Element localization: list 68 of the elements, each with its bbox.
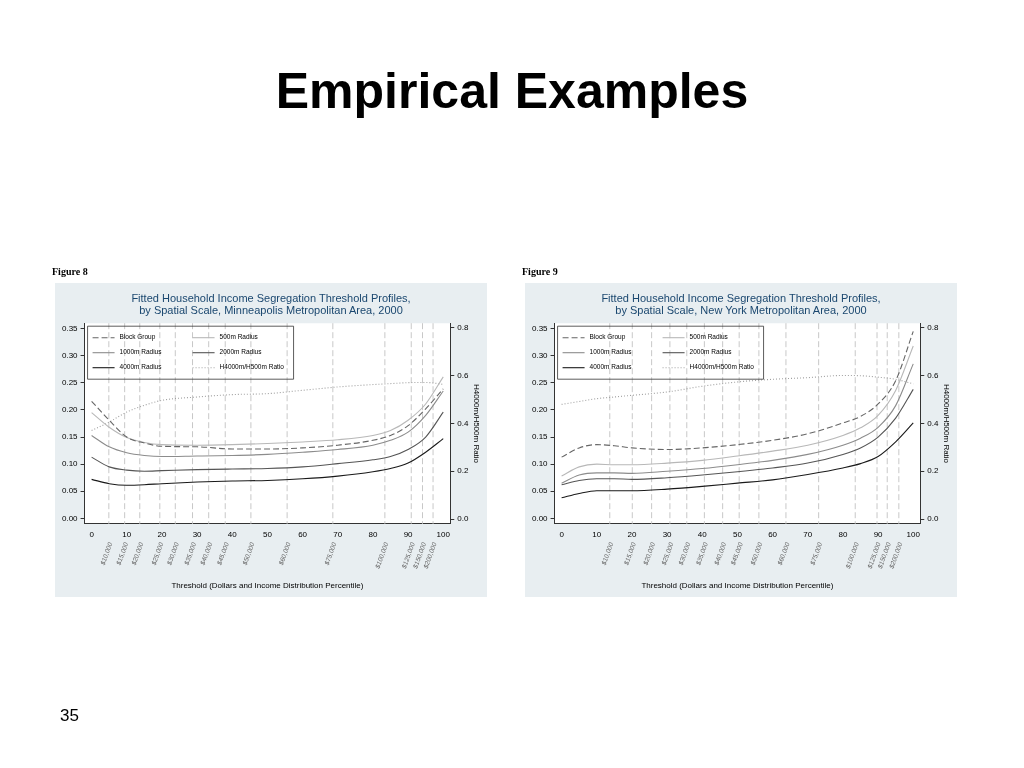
line-series [561, 388, 914, 486]
caption: Figure 8 [52, 266, 88, 277]
x-tick-label: 50 [262, 529, 273, 539]
x-tick-label: 70 [803, 529, 813, 539]
x-tick-label: 10 [122, 529, 132, 539]
y2-tick-label: 0.0 [457, 514, 469, 524]
caption: Figure 9 [522, 266, 558, 277]
x-tick-label: 100 [436, 529, 451, 539]
y-tick-label: 0.35 [61, 323, 79, 333]
x-tick-label: 70 [333, 529, 343, 539]
y-tick-label: 0.00 [531, 513, 549, 523]
y-tick-label: 0.05 [531, 486, 549, 496]
text: 35 [60, 706, 79, 726]
x-tick-label: 100 [906, 529, 921, 539]
y-tick-label: 0.30 [61, 350, 79, 360]
y2-tick-label: 0.8 [457, 323, 469, 333]
y-tick-label: 0.10 [531, 459, 549, 469]
y-tick-label: 0.20 [61, 405, 79, 415]
line-series [91, 411, 444, 472]
x-axis-title: Threshold (Dollars and Income Distribution Percentile) [171, 581, 364, 591]
y2-axis-title: H4000m/H500m Ratio [472, 383, 481, 464]
y-tick-label: 0.35 [531, 323, 549, 333]
y-tick-label: 0.10 [61, 459, 79, 469]
y-tick-label: 0.00 [61, 513, 79, 523]
x-tick-label: 90 [403, 529, 414, 539]
x-tick-label: 80 [368, 529, 378, 539]
x-tick-label: 60 [298, 529, 308, 539]
x-tick-label: 80 [838, 529, 848, 539]
y-tick-label: 0.25 [531, 378, 549, 388]
x-tick-label: 0 [89, 529, 95, 539]
y-tick-label: 0.30 [531, 350, 549, 360]
line-series [561, 330, 914, 458]
x-tick-label: 20 [627, 529, 637, 539]
line-series [91, 381, 444, 431]
line-series [561, 422, 914, 499]
y2-tick-label: 0.2 [457, 466, 469, 476]
y2-tick-label: 0.2 [927, 466, 939, 476]
line-series [91, 376, 444, 446]
line-series [91, 438, 444, 486]
x-tick-label: 30 [192, 529, 203, 539]
y2-tick-label: 0.6 [457, 370, 469, 380]
y-tick-label: 0.15 [61, 432, 79, 442]
y-tick-label: 0.05 [61, 486, 79, 496]
line-series [561, 363, 914, 484]
y-tick-label: 0.15 [531, 432, 549, 442]
chart-title: Fitted Household Income Segregation Threshold Profiles, by Spatial Scale, Minneapolis Metropolitan Area, 2000 [131, 292, 411, 317]
y2-tick-label: 0.8 [927, 323, 939, 333]
x-axis-title: Threshold (Dollars and Income Distribution Percentile) [641, 581, 834, 591]
line-series [561, 345, 914, 477]
x-tick-label: 40 [697, 529, 708, 539]
x-tick-label: 60 [768, 529, 778, 539]
y2-tick-label: 0.0 [927, 514, 939, 524]
chart-title: Fitted Household Income Segregation Threshold Profiles, by Spatial Scale, New York Metropolitan Area, 2000 [601, 292, 881, 317]
x-tick-label: 90 [873, 529, 884, 539]
text: Empirical Examples [274, 62, 750, 120]
x-tick-label: 50 [732, 529, 743, 539]
x-tick-label: 10 [592, 529, 602, 539]
y2-axis-title: H4000m/H500m Ratio [942, 383, 951, 464]
x-tick-label: 30 [662, 529, 673, 539]
line-series [561, 374, 914, 405]
x-tick-label: 20 [157, 529, 167, 539]
y2-tick-label: 0.6 [927, 370, 939, 380]
x-tick-label: 40 [227, 529, 238, 539]
y-tick-label: 0.25 [61, 378, 79, 388]
y-tick-label: 0.20 [531, 405, 549, 415]
x-tick-label: 0 [559, 529, 565, 539]
y2-tick-label: 0.4 [927, 418, 939, 428]
y2-tick-label: 0.4 [457, 418, 469, 428]
